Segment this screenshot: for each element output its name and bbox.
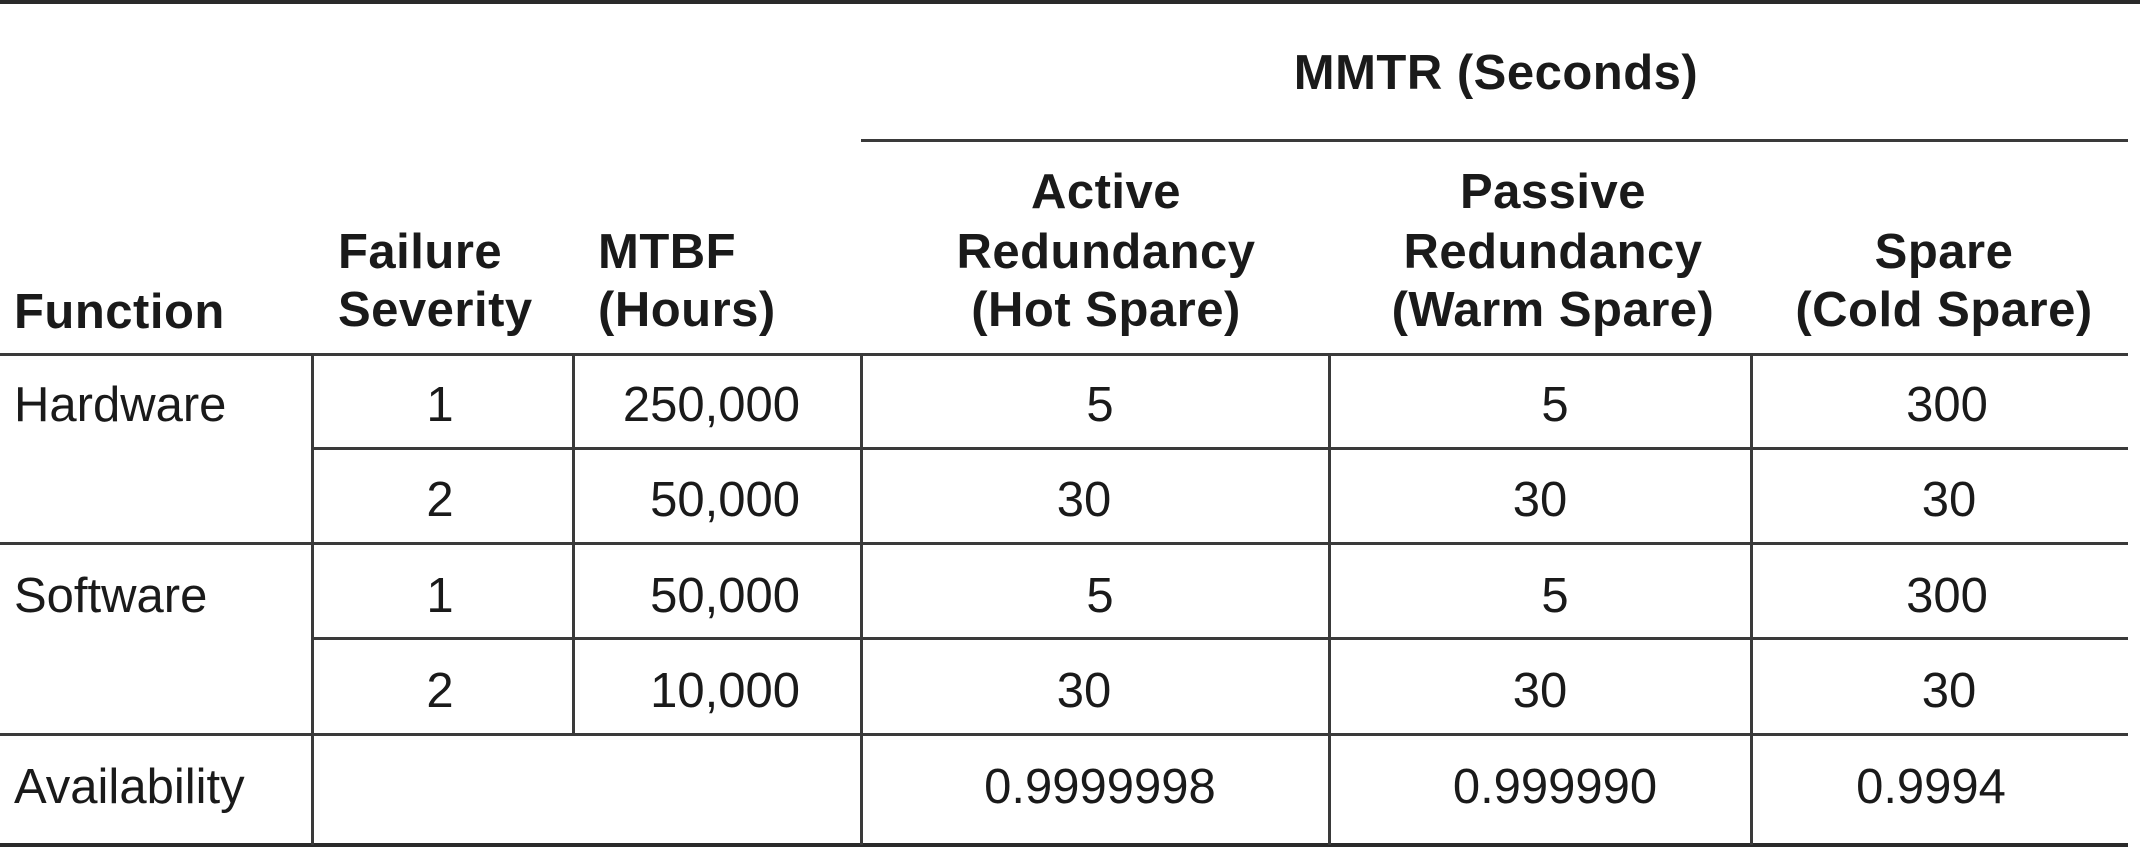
cell-mtbf: 10,000 xyxy=(650,664,800,718)
col-rule-mtbf xyxy=(860,353,863,845)
col-rule-active xyxy=(1328,353,1331,845)
cell-function-hardware: Hardware xyxy=(14,378,227,432)
top-rule xyxy=(0,0,2140,4)
cell-spare: 30 xyxy=(1921,473,1977,527)
col-header-passive-line2: Redundancy xyxy=(1403,225,1703,279)
col-header-severity-line2: Severity xyxy=(338,283,533,337)
col-rule-function xyxy=(311,353,314,845)
col-header-function: Function xyxy=(14,285,225,339)
cell-availability-active: 0.9999998 xyxy=(984,760,1216,814)
cell-mtbf: 50,000 xyxy=(650,569,800,623)
header-bottom-rule xyxy=(0,353,2128,356)
cell-severity: 2 xyxy=(426,664,454,718)
cell-function-software: Software xyxy=(14,569,208,623)
group-header-rule xyxy=(861,139,2128,142)
cell-passive: 30 xyxy=(1512,664,1568,718)
col-header-severity-line1: Failure xyxy=(338,225,503,279)
cell-passive: 5 xyxy=(1541,378,1569,432)
group-header-mmtr: MMTR (Seconds) xyxy=(1293,46,1699,100)
cell-passive: 30 xyxy=(1512,473,1568,527)
col-header-active-line1: Active xyxy=(1030,165,1182,219)
col-header-active-line3: (Hot Spare) xyxy=(971,283,1241,337)
bottom-rule xyxy=(0,843,2128,847)
col-header-spare-line1: Spare xyxy=(1874,225,2014,279)
cell-spare: 300 xyxy=(1906,569,1988,623)
cell-active: 5 xyxy=(1086,378,1114,432)
col-header-passive-line3: (Warm Spare) xyxy=(1391,283,1715,337)
col-header-active-line2: Redundancy xyxy=(956,225,1256,279)
cell-severity: 1 xyxy=(426,378,454,432)
col-header-passive-line1: Passive xyxy=(1459,165,1647,219)
cell-passive: 5 xyxy=(1541,569,1569,623)
row-rule-3 xyxy=(312,637,2128,640)
cell-mtbf: 50,000 xyxy=(650,473,800,527)
cell-spare: 30 xyxy=(1921,664,1977,718)
cell-availability-spare: 0.9994 xyxy=(1856,760,2006,814)
col-header-spare-line2: (Cold Spare) xyxy=(1795,283,2093,337)
cell-mtbf: 250,000 xyxy=(622,378,800,432)
row-rule-1 xyxy=(312,447,2128,450)
col-header-mtbf-line1: MTBF xyxy=(598,225,737,279)
cell-severity: 1 xyxy=(426,569,454,623)
cell-active: 30 xyxy=(1056,473,1112,527)
cell-spare: 300 xyxy=(1906,378,1988,432)
cell-active: 30 xyxy=(1056,664,1112,718)
cell-active: 5 xyxy=(1086,569,1114,623)
cell-availability-label: Availability xyxy=(14,760,245,814)
row-rule-4 xyxy=(0,733,2128,736)
row-rule-2 xyxy=(0,542,2128,545)
cell-availability-passive: 0.999990 xyxy=(1452,760,1658,814)
col-rule-severity xyxy=(572,353,575,735)
col-header-mtbf-line2: (Hours) xyxy=(598,283,776,337)
col-rule-passive xyxy=(1750,353,1753,845)
cell-severity: 2 xyxy=(426,473,454,527)
